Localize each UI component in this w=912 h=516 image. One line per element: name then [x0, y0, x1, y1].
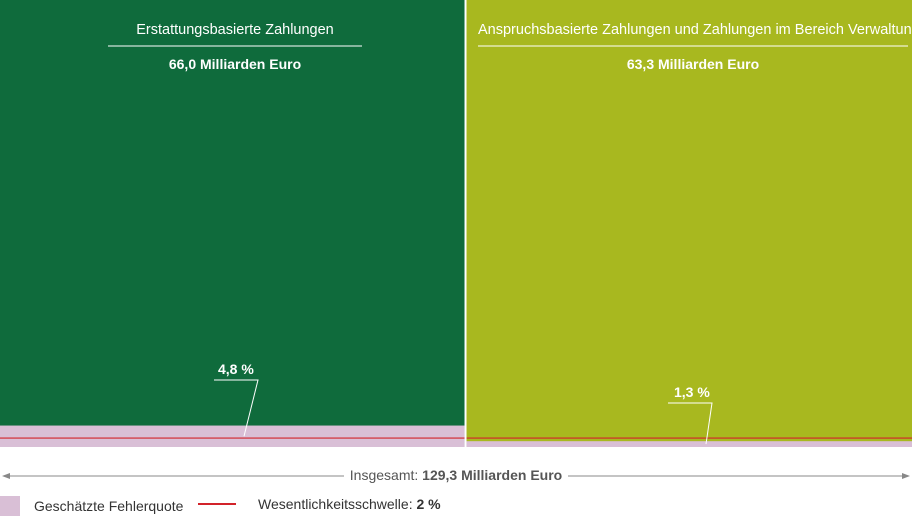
segment-2-value: 63,3 Milliarden Euro [626, 56, 760, 72]
segment-1-area [0, 0, 465, 447]
total-label: Insgesamt: 129,3 Milliarden Euro [0, 467, 912, 483]
legend-error-text: Geschätzte Fehlerquote [34, 498, 184, 514]
segment-1-leader-line [214, 379, 259, 437]
legend-error: Geschätzte Fehlerquote [0, 496, 183, 516]
segment-2-title: Anspruchsbasierte Zahlungen und Zahlunge… [478, 22, 912, 38]
total-prefix: Insgesamt: [349, 467, 419, 483]
legend-threshold: Wesentlichkeitsschwelle: 2 % [198, 496, 441, 512]
segment-2-area [466, 0, 912, 447]
segment-1-value: 66,0 Milliarden Euro [168, 56, 302, 72]
total-value: 129,3 Milliarden Euro [422, 467, 563, 483]
legend-threshold-line [198, 503, 236, 505]
segment-1-error-label: 4,8 % [218, 361, 254, 377]
segment-1-title: Erstattungsbasierte Zahlungen [136, 22, 334, 38]
legend-threshold-value: 2 % [416, 496, 441, 512]
legend-threshold-prefix: Wesentlichkeitsschwelle: [258, 496, 413, 512]
segment-2-leader-line [668, 402, 713, 445]
segment-1-error-area [0, 425, 465, 447]
segment-2-error-label: 1,3 % [674, 384, 710, 400]
legend-error-swatch [0, 496, 20, 516]
total-arrow-left-head [2, 473, 10, 479]
total-arrow-right-head [902, 473, 910, 479]
segment-2-error-area [466, 441, 912, 447]
